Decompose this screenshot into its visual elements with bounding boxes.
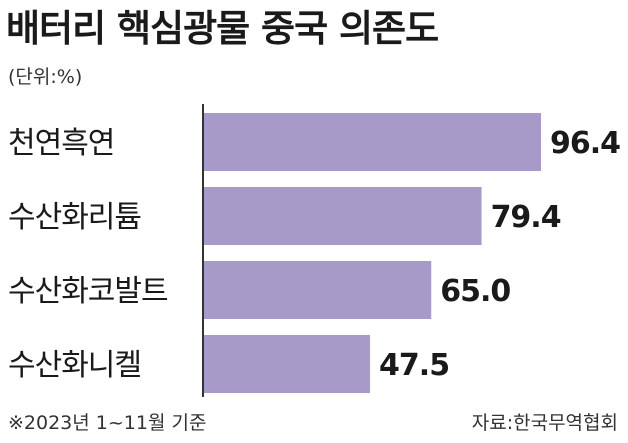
chart-footer: ※2023년 1~11월 기준 자료:한국무역협회 <box>0 402 628 443</box>
bar-chart: 천연흑연 96.4 수산화리튬 79.4 수산화코발트 65.0 수산화니켈 47.5 <box>8 104 621 397</box>
category-label: 천연흑연 <box>8 126 114 161</box>
category-label: 수산화코발트 <box>8 274 168 309</box>
basis-note: ※2023년 1~11월 기준 <box>8 412 207 434</box>
source-note: 자료:한국무역협회 <box>471 412 618 434</box>
bar-0 <box>204 113 541 171</box>
value-label: 79.4 <box>491 200 561 235</box>
category-label: 수산화니켈 <box>8 348 141 383</box>
value-label: 47.5 <box>379 348 449 383</box>
bar-2 <box>204 261 432 319</box>
chart-title: 배터리 핵심광물 중국 의존도 <box>6 7 439 50</box>
bar-1 <box>204 187 482 245</box>
value-label: 65.0 <box>440 274 510 309</box>
bar-3 <box>204 335 371 393</box>
value-label: 96.4 <box>550 126 620 161</box>
unit-label: (단위:%) <box>8 66 83 88</box>
category-label: 수산화리튬 <box>8 200 141 235</box>
